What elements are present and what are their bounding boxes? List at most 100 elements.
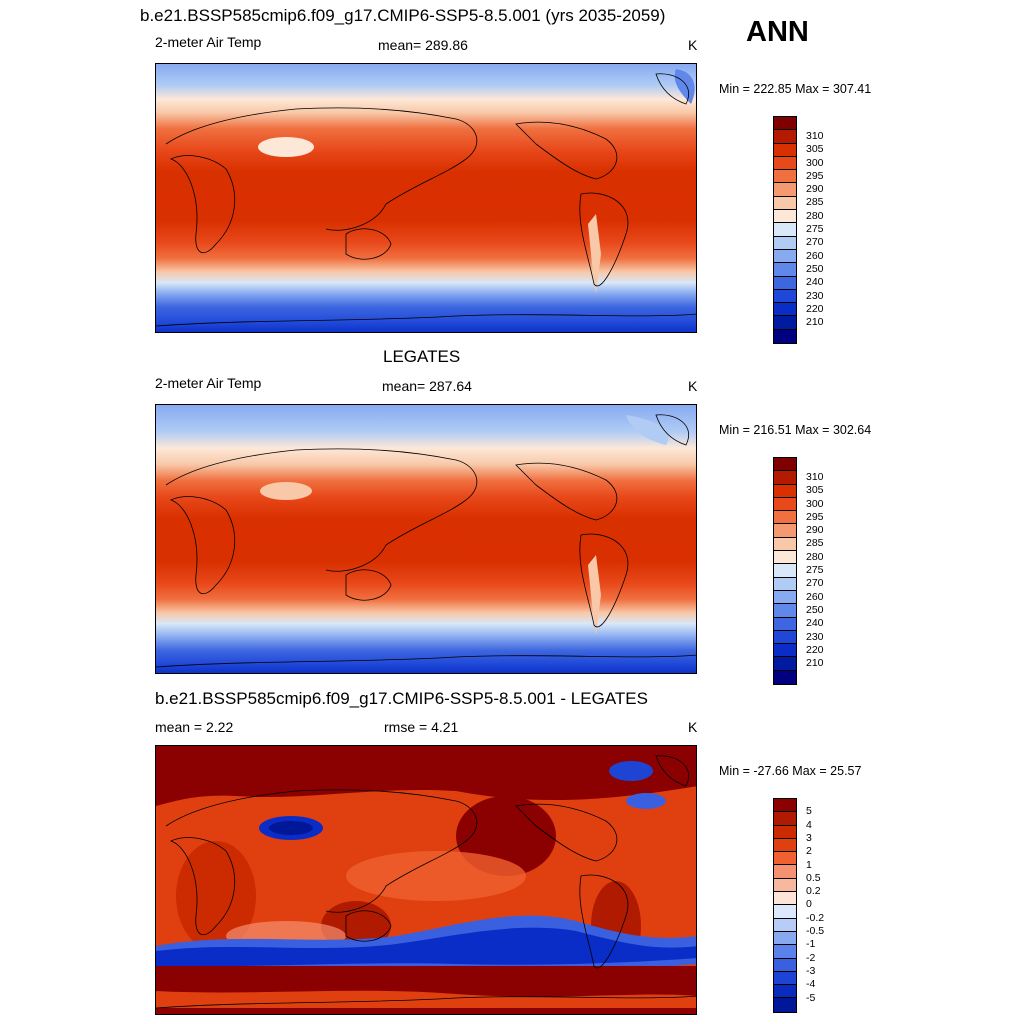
panel-2-colorbar: [773, 457, 797, 686]
panel-3-colorbar-cell: [774, 945, 796, 959]
panel-2-colorbar-cell: [774, 590, 796, 605]
panel-2-map-graphic: [156, 405, 696, 673]
panel-2-map: [155, 404, 697, 674]
panel-2-colorbar-cell: [774, 537, 796, 552]
panel-2-colorbar-cell: [774, 604, 796, 618]
panel-1-minmax: Min = 222.85 Max = 307.41: [719, 82, 872, 96]
panel-3-colorbar-label: -2: [806, 951, 816, 964]
panel-1-colorbar-label: 305: [806, 143, 824, 156]
panel-1-colorbar-cell: [774, 316, 796, 330]
panel-2-colorbar-cell: [774, 471, 796, 485]
panel-3-colorbar-label: -3: [806, 964, 816, 977]
panel-2-colorbar-label: 250: [806, 603, 824, 616]
panel-1-mean-label: mean= 289.86: [378, 37, 468, 53]
panel-3-mean-label: mean = 2.22: [155, 719, 234, 735]
panel-1-colorbar-cell: [774, 329, 796, 344]
panel-2-colorbar-cell: [774, 458, 796, 472]
panel-3-colorbar-cell: [774, 958, 796, 972]
panel-2-variable-label: 2-meter Air Temp: [155, 375, 262, 391]
panel-1-colorbar-cell: [774, 143, 796, 157]
panel-3-colorbar-cell: [774, 812, 796, 826]
panel-2-colorbar-label: 310: [806, 470, 824, 483]
panel-1-colorbar-label: 270: [806, 236, 824, 249]
panel-1-colorbar-cell: [774, 249, 796, 264]
panel-1-colorbar-label: 310: [806, 129, 824, 142]
panel-3-units-label: K: [688, 719, 698, 735]
panel-2-colorbar-cell: [774, 657, 796, 671]
season-label: ANN: [746, 16, 809, 48]
panel-3-map-graphic: [156, 746, 696, 1014]
panel-3-colorbar-label: 0.5: [806, 871, 821, 884]
panel-2-units-label: K: [688, 378, 698, 394]
panel-1-colorbar-label: 220: [806, 302, 824, 315]
panel-1-colorbar-cell: [774, 263, 796, 277]
panel-1-colorbar-label: 295: [806, 169, 824, 182]
panel-1-map: [155, 63, 697, 333]
panel-1-colorbar-cell: [774, 223, 796, 237]
panel-2-colorbar-label: 230: [806, 630, 824, 643]
panel-3-colorbar-label: -4: [806, 978, 816, 991]
panel-1-title: b.e21.BSSP585cmip6.f09_g17.CMIP6-SSP5-8.…: [140, 6, 666, 25]
panel-3-colorbar-cell: [774, 931, 796, 946]
panel-3-colorbar-label: -1: [806, 938, 816, 951]
panel-2-colorbar-cell: [774, 484, 796, 498]
panel-3-colorbar-cell: [774, 918, 796, 932]
panel-3-colorbar-label: -0.2: [806, 911, 825, 924]
panel-1-colorbar-cell: [774, 117, 796, 131]
panel-1-colorbar-label: 210: [806, 316, 824, 329]
panel-2-colorbar-label: 300: [806, 497, 824, 510]
panel-3-colorbar-label: 0: [806, 898, 812, 911]
panel-1-colorbar-cell: [774, 196, 796, 211]
panel-2-colorbar-label: 285: [806, 537, 824, 550]
panel-1-colorbar-cell: [774, 170, 796, 184]
panel-2-colorbar-cell: [774, 670, 796, 685]
panel-3-colorbar-cell: [774, 998, 796, 1012]
panel-2-colorbar-label: 260: [806, 590, 824, 603]
panel-3-colorbar-cell: [774, 985, 796, 999]
panel-1-colorbar-label: 280: [806, 209, 824, 222]
panel-3-colorbar-cell: [774, 892, 796, 906]
panel-1-colorbar-label: 290: [806, 183, 824, 196]
panel-2-colorbar-label: 290: [806, 524, 824, 537]
panel-2-colorbar-cell: [774, 564, 796, 578]
panel-3-rmse-label: rmse = 4.21: [384, 719, 459, 735]
panel-2-title: LEGATES: [383, 347, 461, 366]
panel-1-units-label: K: [688, 37, 698, 53]
panel-3-colorbar-cell: [774, 971, 796, 986]
panel-1-variable-label: 2-meter Air Temp: [155, 34, 262, 50]
panel-1-colorbar-cell: [774, 210, 796, 224]
panel-2-colorbar-label: 305: [806, 484, 824, 497]
panel-1-colorbar-cell: [774, 183, 796, 197]
panel-2-colorbar-label: 295: [806, 510, 824, 523]
panel-1-colorbar-cell: [774, 303, 796, 317]
panel-1-colorbar: [773, 116, 797, 345]
panel-3-colorbar-label: 1: [806, 858, 812, 871]
panel-3-title: b.e21.BSSP585cmip6.f09_g17.CMIP6-SSP5-8.…: [155, 689, 648, 708]
panel-3-colorbar-label: 5: [806, 805, 812, 818]
panel-3-colorbar-label: -5: [806, 991, 816, 1004]
panel-3-map: [155, 745, 697, 1015]
panel-1-colorbar-label: 300: [806, 156, 824, 169]
panel-3-colorbar-cell: [774, 838, 796, 853]
panel-1-map-graphic: [156, 64, 696, 332]
panel-3-colorbar-label: 3: [806, 831, 812, 844]
panel-2-colorbar-label: 220: [806, 643, 824, 656]
panel-2-minmax: Min = 216.51 Max = 302.64: [719, 423, 872, 437]
panel-2-mean-label: mean= 287.64: [382, 378, 472, 394]
panel-3-colorbar-cell: [774, 852, 796, 866]
panel-1-colorbar-cell: [774, 130, 796, 144]
panel-2-colorbar-label: 275: [806, 564, 824, 577]
panel-2-colorbar-cell: [774, 630, 796, 645]
panel-1-colorbar-label: 250: [806, 262, 824, 275]
panel-2-colorbar-cell: [774, 524, 796, 538]
panel-2-colorbar-cell: [774, 551, 796, 565]
panel-3-colorbar-label: -0.5: [806, 925, 825, 937]
panel-2-colorbar-cell: [774, 497, 796, 512]
panel-1-colorbar-label: 260: [806, 249, 824, 262]
panel-3-colorbar-cell: [774, 865, 796, 879]
panel-1-colorbar-cell: [774, 289, 796, 304]
panel-2-colorbar-label: 280: [806, 550, 824, 563]
panel-3-colorbar-cell: [774, 825, 796, 839]
panel-3-minmax: Min = -27.66 Max = 25.57: [719, 764, 862, 778]
panel-1-colorbar-label: 240: [806, 276, 824, 289]
